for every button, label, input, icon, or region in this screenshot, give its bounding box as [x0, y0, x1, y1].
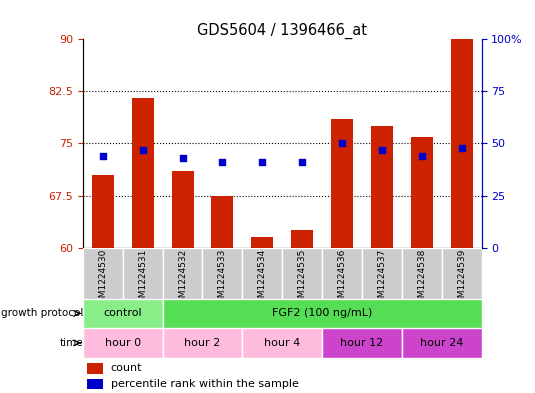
- Text: hour 12: hour 12: [340, 338, 384, 348]
- Point: [139, 147, 147, 153]
- Text: hour 4: hour 4: [264, 338, 300, 348]
- Text: GSM1224534: GSM1224534: [258, 249, 267, 309]
- Bar: [211, 195, 233, 248]
- Text: hour 0: hour 0: [105, 338, 141, 348]
- Bar: [87, 363, 103, 373]
- Bar: [322, 328, 402, 358]
- Text: hour 24: hour 24: [420, 338, 463, 348]
- Bar: [251, 237, 273, 248]
- Bar: [163, 299, 482, 328]
- Bar: [83, 299, 163, 328]
- Text: hour 2: hour 2: [185, 338, 220, 348]
- Point: [178, 155, 187, 161]
- Text: GSM1224538: GSM1224538: [417, 249, 426, 310]
- Point: [258, 159, 266, 165]
- Bar: [291, 230, 313, 248]
- Point: [298, 159, 307, 165]
- Point: [338, 140, 346, 147]
- Text: GSM1224530: GSM1224530: [98, 249, 108, 310]
- Bar: [411, 136, 433, 248]
- Bar: [172, 171, 194, 248]
- Text: GSM1224531: GSM1224531: [138, 249, 147, 310]
- Bar: [242, 328, 322, 358]
- Bar: [371, 126, 393, 248]
- Bar: [202, 248, 242, 299]
- Point: [98, 153, 107, 159]
- Text: GSM1224533: GSM1224533: [218, 249, 227, 310]
- Point: [378, 147, 386, 153]
- Bar: [83, 328, 163, 358]
- Bar: [322, 248, 362, 299]
- Bar: [163, 248, 202, 299]
- Bar: [132, 98, 154, 248]
- Bar: [450, 32, 472, 248]
- Point: [218, 159, 227, 165]
- Bar: [282, 248, 322, 299]
- Bar: [331, 119, 353, 248]
- Point: [457, 145, 466, 151]
- Bar: [123, 248, 163, 299]
- Point: [417, 153, 426, 159]
- Text: GSM1224532: GSM1224532: [178, 249, 187, 309]
- Bar: [83, 248, 123, 299]
- Bar: [92, 174, 114, 248]
- Text: time: time: [59, 338, 83, 348]
- Text: control: control: [103, 309, 142, 318]
- Text: percentile rank within the sample: percentile rank within the sample: [111, 379, 299, 389]
- Bar: [87, 379, 103, 389]
- Bar: [362, 248, 402, 299]
- Text: GSM1224537: GSM1224537: [377, 249, 386, 310]
- Bar: [163, 328, 242, 358]
- Bar: [402, 328, 482, 358]
- Bar: [442, 248, 482, 299]
- Text: count: count: [111, 363, 142, 373]
- Text: growth protocol: growth protocol: [1, 309, 83, 318]
- Bar: [402, 248, 442, 299]
- Title: GDS5604 / 1396466_at: GDS5604 / 1396466_at: [197, 23, 367, 39]
- Text: FGF2 (100 ng/mL): FGF2 (100 ng/mL): [272, 309, 372, 318]
- Text: GSM1224539: GSM1224539: [457, 249, 466, 310]
- Bar: [242, 248, 282, 299]
- Text: GSM1224536: GSM1224536: [338, 249, 347, 310]
- Text: GSM1224535: GSM1224535: [297, 249, 307, 310]
